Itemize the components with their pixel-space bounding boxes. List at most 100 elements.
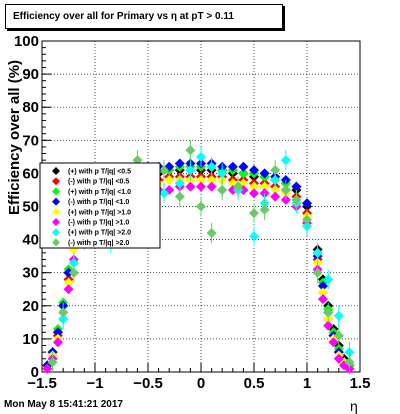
chart-title: Efficiency over all for Primary vs η at … — [13, 11, 234, 22]
data-point — [249, 208, 259, 219]
data-point — [58, 307, 69, 318]
data-point — [323, 320, 334, 331]
data-point — [52, 327, 63, 338]
data-point — [206, 181, 217, 192]
x-tick-label: 0.5 — [244, 375, 265, 392]
legend-box — [39, 162, 161, 249]
y-tick-label: 100 — [14, 33, 39, 50]
data-point — [52, 337, 63, 348]
data-point — [259, 181, 270, 192]
data-point — [185, 165, 196, 176]
data-point — [164, 175, 175, 186]
data-point — [270, 165, 281, 176]
data-point — [206, 175, 217, 186]
data-point — [42, 363, 53, 374]
y-tick-label: 70 — [22, 132, 39, 149]
legend-marker — [52, 228, 60, 237]
data-point — [185, 145, 196, 156]
x-axis-label: η — [350, 398, 358, 414]
legend-marker — [52, 218, 60, 226]
y-tick-label: 10 — [22, 331, 39, 348]
x-tick-label: −1 — [86, 375, 103, 392]
title-box: Efficiency over all for Primary vs η at … — [5, 4, 283, 29]
legend-entry-label: (+) with p T/|q| >1.0 — [68, 209, 131, 216]
data-point — [328, 337, 339, 348]
y-tick-label: 30 — [22, 265, 39, 282]
x-tick-label: 1.5 — [350, 375, 371, 392]
data-point — [47, 357, 58, 368]
data-point — [196, 175, 206, 186]
legend-entry-label: (+) with p T/|q| <0.5 — [68, 169, 131, 176]
legend-marker — [52, 207, 60, 216]
data-point — [63, 267, 74, 278]
y-tick-label: 60 — [22, 165, 39, 182]
data-point — [249, 181, 259, 192]
data-point — [323, 274, 334, 285]
x-tick-label: −0.5 — [133, 375, 163, 392]
data-point — [249, 231, 259, 242]
data-point — [238, 168, 249, 179]
y-tick-label: 40 — [22, 232, 39, 249]
data-point — [344, 357, 355, 368]
data-point — [259, 168, 270, 179]
data-point — [259, 204, 270, 215]
timestamp-footer: Mon May 8 15:41:21 2017 — [4, 399, 123, 410]
y-tick-label: 80 — [22, 99, 39, 116]
legend-marker — [52, 177, 60, 186]
data-point — [333, 353, 344, 364]
y-axis-label: Efficiency over all (%) — [6, 60, 23, 215]
x-tick-label: 1 — [303, 375, 311, 392]
y-tick-label: 0 — [31, 364, 39, 381]
data-point — [196, 151, 206, 162]
data-point — [206, 161, 217, 172]
legend-entry-label: (-) with p T/|q| <0.5 — [68, 179, 129, 186]
legend-entry-label: (+) with p T/|q| <1.0 — [68, 189, 131, 196]
legend-marker — [52, 238, 60, 247]
data-point — [317, 294, 328, 305]
data-point — [158, 188, 169, 199]
data-point — [280, 184, 291, 195]
legend-entry-label: (-) with p T/|q| >2.0 — [68, 240, 129, 247]
legend-marker — [52, 197, 60, 206]
data-point — [249, 188, 259, 199]
data-point — [174, 158, 185, 169]
data-point — [317, 280, 328, 291]
data-point — [174, 191, 185, 202]
data-point — [196, 181, 206, 192]
data-point — [249, 165, 259, 176]
y-tick-label: 20 — [22, 298, 39, 315]
data-point — [238, 161, 249, 172]
data-point — [227, 161, 238, 172]
x-tick-label: 0 — [197, 375, 205, 392]
data-point — [206, 227, 217, 238]
y-tick-label: 90 — [22, 66, 39, 83]
y-tick-label: 50 — [22, 199, 39, 216]
legend-entry-label: (-) with p T/|q| <1.0 — [68, 199, 129, 206]
data-point — [323, 307, 334, 318]
data-point — [174, 178, 185, 189]
axis-ticks: −1.5 −1 −0.5 0 0.5 1 1.5 0 10 20 30 40 50 60 70 80 90 100 — [14, 33, 370, 392]
data-point — [317, 287, 328, 298]
data-point — [333, 330, 344, 341]
data-point — [217, 184, 228, 195]
data-point — [233, 181, 244, 192]
data-point — [158, 165, 169, 176]
data-point — [291, 194, 302, 205]
x-tick-label: −1.5 — [27, 375, 57, 392]
data-point — [333, 310, 344, 321]
data-point — [302, 198, 312, 209]
data-point — [302, 214, 312, 225]
legend-entry-label: (-) with p T/|q| >1.0 — [68, 220, 129, 227]
data-point — [291, 181, 302, 192]
legend: (+) with p T/|q| <0.5 (-) with p T/|q| <0… — [39, 162, 161, 249]
data-point — [312, 267, 323, 278]
legend-marker — [52, 167, 60, 175]
data-point — [270, 191, 281, 202]
data-point — [63, 284, 74, 295]
legend-entry-label: (+) with p T/|q| >2.0 — [68, 230, 131, 237]
data-point — [217, 168, 228, 179]
data-point — [63, 277, 74, 288]
data-point — [280, 155, 291, 166]
legend-marker — [52, 187, 60, 196]
